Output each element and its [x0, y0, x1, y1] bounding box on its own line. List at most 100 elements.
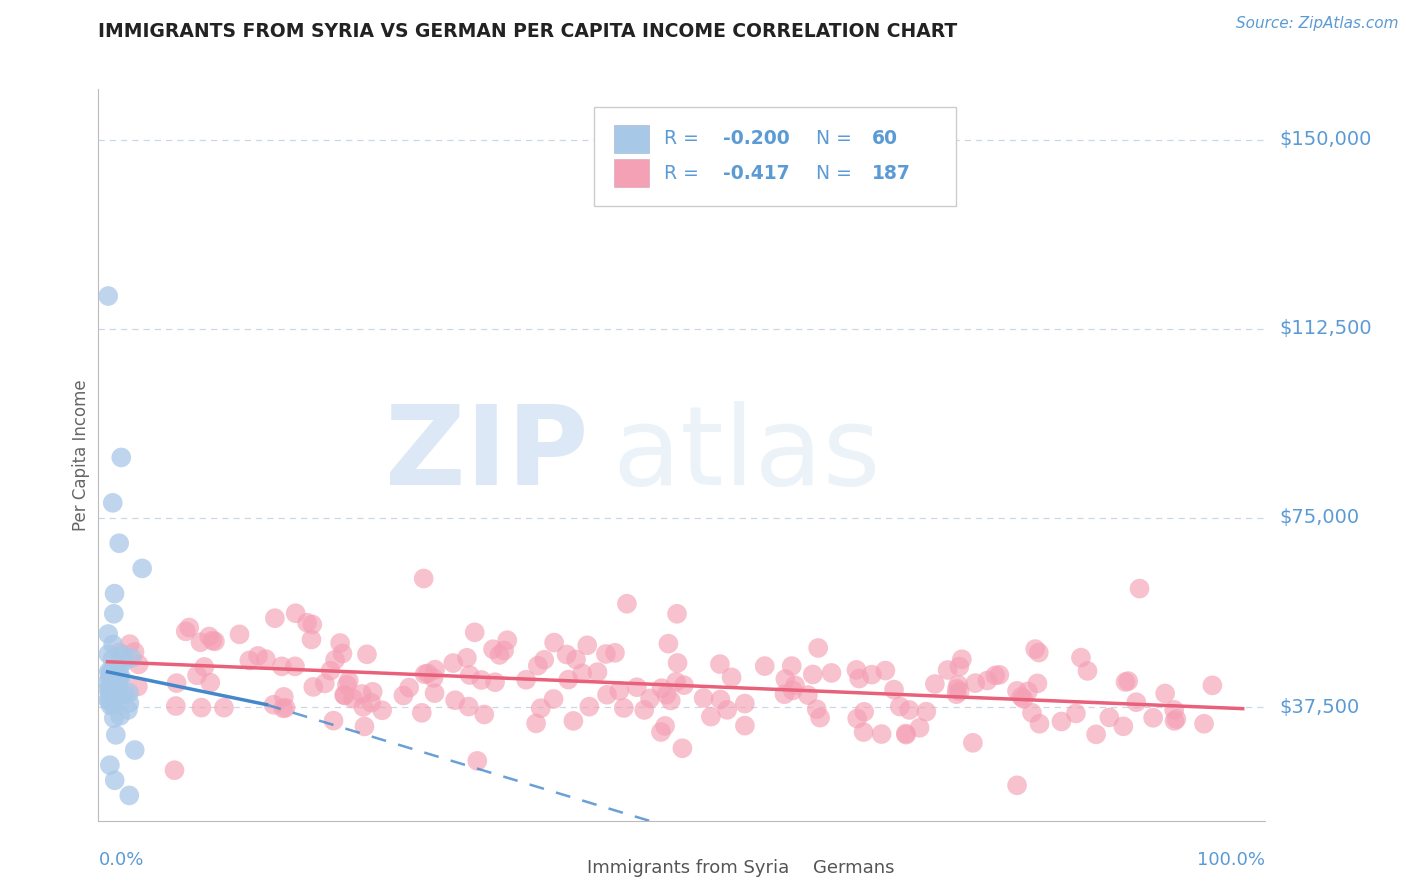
Point [666, 656, 689, 670]
Point [965, 676, 987, 690]
Point [329, 636, 352, 650]
Point [323, 653, 346, 667]
Point [336, 678, 359, 692]
Point [1026, 676, 1049, 690]
Point [1076, 664, 1098, 678]
Point [271, 701, 294, 715]
Point [212, 700, 235, 714]
Point [650, 725, 672, 739]
Bar [773, 856, 799, 880]
Point [198, 630, 221, 644]
Point [98, 684, 121, 698]
Point [118, 686, 141, 700]
Point [412, 572, 434, 586]
Point [1201, 678, 1223, 692]
Point [124, 743, 146, 757]
Point [118, 696, 141, 710]
Point [780, 659, 803, 673]
Point [101, 684, 124, 698]
Point [118, 637, 141, 651]
Point [101, 638, 124, 652]
Point [945, 687, 967, 701]
Point [484, 675, 506, 690]
Point [97, 289, 120, 303]
Point [103, 688, 125, 702]
Bar [548, 856, 574, 880]
Point [108, 709, 131, 723]
Point [482, 642, 505, 657]
Point [444, 693, 467, 707]
Point [107, 685, 129, 699]
Text: $112,500: $112,500 [1279, 319, 1372, 338]
Point [596, 688, 619, 702]
Point [101, 698, 124, 713]
Point [692, 691, 714, 706]
Point [398, 681, 420, 695]
Point [107, 679, 129, 693]
Point [186, 668, 208, 682]
Point [110, 650, 132, 665]
Point [100, 682, 122, 697]
Point [845, 663, 868, 677]
Point [948, 659, 970, 673]
Point [555, 648, 578, 662]
Point [124, 645, 146, 659]
Point [962, 736, 984, 750]
Point [515, 673, 537, 687]
Point [238, 653, 260, 667]
Point [108, 671, 131, 685]
Text: 187: 187 [872, 164, 911, 183]
Point [806, 702, 828, 716]
Point [820, 665, 842, 680]
Point [100, 681, 122, 695]
Point [655, 688, 678, 702]
Point [607, 683, 630, 698]
Point [97, 682, 120, 697]
Point [353, 719, 375, 733]
Point [110, 450, 132, 465]
FancyBboxPatch shape [595, 108, 956, 206]
Point [578, 699, 600, 714]
Point [976, 673, 998, 688]
Point [1050, 714, 1073, 729]
Point [100, 679, 122, 693]
Point [638, 691, 661, 706]
Point [128, 657, 150, 672]
Point [852, 725, 875, 739]
Point [543, 692, 565, 706]
Point [103, 662, 125, 676]
Point [114, 688, 136, 702]
Point [190, 700, 212, 714]
Point [190, 635, 212, 649]
Point [1028, 716, 1050, 731]
Text: atlas: atlas [612, 401, 880, 508]
Point [1005, 778, 1028, 792]
Point [101, 683, 124, 698]
Point [100, 665, 122, 680]
Point [527, 658, 550, 673]
Point [97, 674, 120, 689]
Point [97, 693, 120, 707]
Point [103, 681, 125, 695]
Point [201, 633, 224, 648]
Point [870, 727, 893, 741]
Point [783, 678, 806, 692]
Point [488, 648, 510, 662]
Point [946, 681, 969, 696]
Point [1112, 719, 1135, 733]
Point [274, 700, 297, 714]
Point [936, 663, 959, 677]
Point [1163, 703, 1185, 717]
Point [1012, 691, 1035, 706]
Point [846, 712, 869, 726]
Point [193, 660, 215, 674]
Point [533, 653, 555, 667]
Point [350, 687, 373, 701]
Point [1128, 582, 1150, 596]
Point [889, 699, 911, 714]
Point [1064, 706, 1087, 721]
Point [709, 657, 731, 671]
Point [576, 638, 599, 652]
Point [1085, 727, 1108, 741]
Point [853, 705, 876, 719]
